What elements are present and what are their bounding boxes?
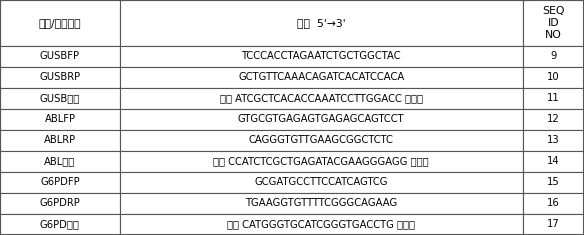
Text: 引物/探针命名: 引物/探针命名	[39, 18, 81, 28]
Text: ABLFP: ABLFP	[44, 114, 75, 124]
Text: 10: 10	[547, 72, 559, 82]
Text: 15: 15	[547, 177, 559, 188]
Text: 染料 CATGGGTGCATCGGGTGACCTG 猝灭剂: 染料 CATGGGTGCATCGGGTGACCTG 猝灭剂	[227, 219, 415, 230]
Text: 9: 9	[550, 51, 557, 61]
Bar	[120, 46, 523, 67]
Bar	[523, 151, 584, 172]
Text: 染料 CCATCTCGCTGAGATACGAAGGGAGG 猝灭剂: 染料 CCATCTCGCTGAGATACGAAGGGAGG 猝灭剂	[213, 157, 429, 166]
Text: 13: 13	[547, 135, 559, 145]
Text: TGAAGGTGTTTTCGGGCAGAAG: TGAAGGTGTTTTCGGGCAGAAG	[245, 199, 397, 208]
Bar	[0, 214, 120, 235]
Bar	[523, 67, 584, 88]
Text: GUSB探针: GUSB探针	[40, 93, 80, 103]
Bar	[523, 46, 584, 67]
Bar	[120, 109, 523, 130]
Text: 染料 ATCGCTCACACCAAATCCTTGGACC 猝灭剂: 染料 ATCGCTCACACCAAATCCTTGGACC 猝灭剂	[220, 93, 423, 103]
Text: SEQ
ID
NO: SEQ ID NO	[542, 6, 565, 39]
Text: GUSBRP: GUSBRP	[39, 72, 81, 82]
Bar	[0, 67, 120, 88]
Bar	[0, 0, 120, 46]
Text: G6PDFP: G6PDFP	[40, 177, 80, 188]
Text: CAGGGTGTTGAAGCGGCTCTC: CAGGGTGTTGAAGCGGCTCTC	[249, 135, 394, 145]
Bar	[120, 67, 523, 88]
Bar	[523, 109, 584, 130]
Bar	[0, 151, 120, 172]
Bar	[120, 193, 523, 214]
Text: 16: 16	[547, 199, 559, 208]
Bar	[0, 172, 120, 193]
Bar	[120, 88, 523, 109]
Bar	[523, 130, 584, 151]
Bar	[523, 0, 584, 46]
Bar	[0, 109, 120, 130]
Bar	[523, 193, 584, 214]
Text: G6PD探针: G6PD探针	[40, 219, 80, 230]
Bar	[523, 88, 584, 109]
Text: GTGCGTGAGAGTGAGAGCAGTCCT: GTGCGTGAGAGTGAGAGCAGTCCT	[238, 114, 405, 124]
Bar	[120, 151, 523, 172]
Text: 11: 11	[547, 93, 559, 103]
Text: GCGATGCCTTCCATCAGTCG: GCGATGCCTTCCATCAGTCG	[255, 177, 388, 188]
Text: 12: 12	[547, 114, 559, 124]
Bar	[0, 193, 120, 214]
Text: 17: 17	[547, 219, 559, 230]
Text: TCCCACCTAGAATCTGCTGGCTAC: TCCCACCTAGAATCTGCTGGCTAC	[241, 51, 401, 61]
Text: 14: 14	[547, 157, 559, 166]
Bar	[120, 0, 523, 46]
Text: ABLRP: ABLRP	[44, 135, 76, 145]
Text: G6PDRP: G6PDRP	[40, 199, 81, 208]
Bar	[0, 88, 120, 109]
Bar	[523, 172, 584, 193]
Text: 序列  5'→3': 序列 5'→3'	[297, 18, 346, 28]
Text: GCTGTTCAAACAGATCACATCCACA: GCTGTTCAAACAGATCACATCCACA	[238, 72, 404, 82]
Text: ABL探针: ABL探针	[44, 157, 75, 166]
Bar	[120, 214, 523, 235]
Bar	[523, 214, 584, 235]
Bar	[120, 130, 523, 151]
Bar	[0, 130, 120, 151]
Bar	[0, 46, 120, 67]
Text: GUSBFP: GUSBFP	[40, 51, 80, 61]
Bar	[120, 172, 523, 193]
